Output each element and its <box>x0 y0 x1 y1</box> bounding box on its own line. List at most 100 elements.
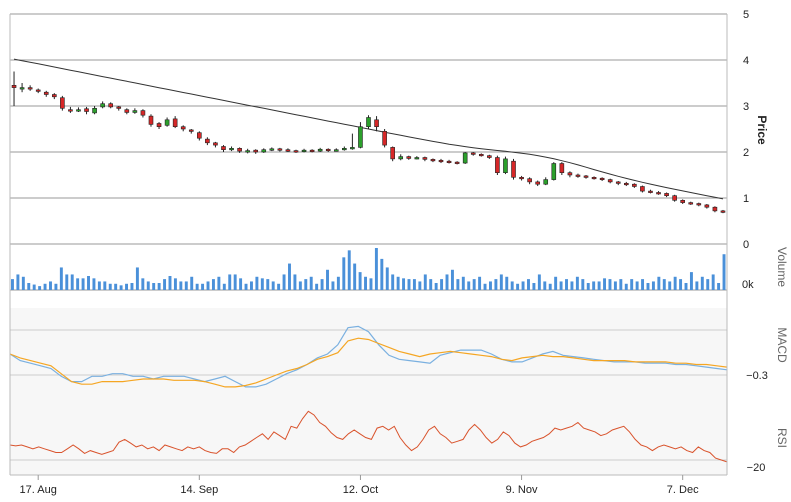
volume-bar <box>347 250 351 290</box>
volume-bar <box>141 278 145 290</box>
volume-bar <box>695 281 699 290</box>
candle <box>720 209 726 214</box>
volume-bar <box>554 276 558 290</box>
candle-body <box>478 154 484 157</box>
candle-body <box>398 156 404 160</box>
volume-bar <box>364 276 367 290</box>
candle-body <box>140 110 146 116</box>
candle-body <box>640 186 645 192</box>
volume-bar <box>59 267 63 290</box>
volume-bar <box>592 281 596 290</box>
volume-bar <box>461 276 465 290</box>
volume-bar <box>282 274 286 290</box>
volume-bar <box>108 283 112 290</box>
candle-body <box>301 149 307 152</box>
candle-body <box>84 108 89 112</box>
candle-body <box>543 179 549 185</box>
candle-body <box>712 206 718 212</box>
candle <box>688 201 694 205</box>
candle-body <box>390 147 395 160</box>
volume-bar <box>532 283 536 290</box>
candle <box>575 173 581 178</box>
volume-bar <box>54 283 58 290</box>
candle-body <box>680 200 685 203</box>
candle <box>261 148 267 153</box>
volume-bar <box>402 278 406 290</box>
rsi-panel: −20 RSI <box>9 400 789 475</box>
volume-bar <box>315 283 319 290</box>
candle-body <box>124 109 130 113</box>
candle-body <box>358 126 363 148</box>
candle <box>366 115 371 129</box>
volume-bar <box>309 276 313 290</box>
volume-bar <box>624 283 628 290</box>
candle <box>414 156 420 160</box>
candle <box>696 202 702 207</box>
candle <box>648 189 653 194</box>
candle-body <box>454 161 460 164</box>
candle-body <box>350 147 355 150</box>
volume-bar <box>429 279 433 290</box>
rsi-line <box>9 410 728 463</box>
volume-bar <box>255 276 259 290</box>
candle <box>19 83 25 93</box>
candle <box>615 180 621 186</box>
candle-body <box>342 148 347 151</box>
volume-bar <box>619 279 623 290</box>
volume-tick-label: 0k <box>742 279 754 291</box>
volume-bar <box>456 279 460 290</box>
candle-body <box>495 157 500 174</box>
candle-body <box>422 157 428 160</box>
candle-body <box>205 138 210 144</box>
candle-body <box>583 175 589 178</box>
candle-body <box>35 89 41 92</box>
price-axis-title: Price <box>755 115 769 145</box>
candle <box>197 131 202 141</box>
candle-body <box>229 148 234 151</box>
x-tick-label: 9. Nov <box>506 484 538 496</box>
candle-body <box>221 146 226 150</box>
price-tick-label: 1 <box>743 193 749 205</box>
price-panel: 0 1 2 3 4 5 Price <box>10 9 769 251</box>
volume-axis-title: Volume <box>775 247 789 287</box>
volume-bar <box>445 274 449 290</box>
volume-bar <box>679 279 683 290</box>
volume-bar <box>717 283 721 290</box>
candle-body <box>446 160 452 163</box>
candle <box>172 116 178 129</box>
volume-bar <box>396 276 400 290</box>
candle-body <box>704 204 710 208</box>
candle-body <box>19 87 25 90</box>
volume-bar <box>135 267 139 290</box>
volume-bar <box>320 279 324 290</box>
candle <box>567 171 573 178</box>
candle-body <box>213 142 218 146</box>
volume-bar <box>21 276 25 290</box>
candle-body <box>245 150 250 153</box>
candle-body <box>575 174 581 177</box>
candle <box>108 102 114 109</box>
candle-body <box>100 103 105 108</box>
candle <box>712 206 718 213</box>
candle-body <box>632 183 637 187</box>
candle-body <box>333 149 339 152</box>
candle <box>285 148 291 152</box>
volume-bar <box>114 283 118 290</box>
candle-body <box>309 149 315 152</box>
volume-bar <box>304 279 308 290</box>
volume-bar <box>190 276 194 290</box>
candle <box>84 106 89 115</box>
candle <box>495 155 500 175</box>
volume-bar <box>505 276 509 290</box>
macd-plot-area <box>10 308 727 400</box>
volume-bar <box>565 279 568 290</box>
volume-bar <box>478 276 482 290</box>
volume-bar <box>239 278 243 290</box>
candle <box>672 194 677 202</box>
candle-body <box>317 148 323 152</box>
candle <box>535 180 540 187</box>
macd-axis-title: MACD <box>775 327 789 363</box>
volume-bar <box>206 281 210 290</box>
candle <box>551 162 557 181</box>
